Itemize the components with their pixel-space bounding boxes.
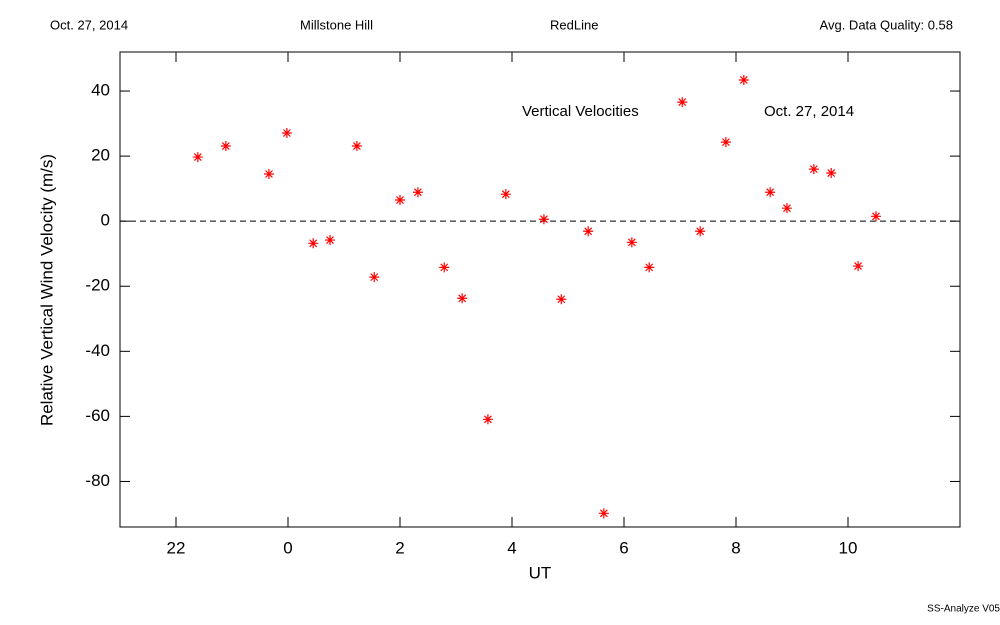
y-tick-label: -20	[85, 276, 110, 295]
x-axis-label: UT	[529, 563, 552, 582]
point	[598, 508, 609, 519]
point	[369, 272, 380, 283]
point	[695, 226, 706, 237]
x-tick-label: 6	[619, 538, 628, 557]
x-tick-label: 2	[395, 538, 404, 557]
point	[192, 152, 203, 163]
x-tick-label: 10	[839, 538, 858, 557]
header-quality: Avg. Data Quality: 0.58	[820, 17, 953, 32]
point	[457, 293, 468, 304]
footer: SS-Analyze V05	[927, 604, 1000, 615]
y-tick-label: 40	[91, 81, 110, 100]
point	[826, 168, 837, 179]
point	[677, 97, 688, 108]
point	[644, 262, 655, 273]
annotation: Vertical Velocities	[522, 103, 639, 120]
point	[439, 262, 450, 273]
point	[853, 261, 864, 272]
point	[538, 214, 549, 225]
point	[412, 187, 423, 198]
y-tick-label: 0	[101, 211, 110, 230]
y-tick-label: -80	[85, 471, 110, 490]
point	[281, 128, 292, 139]
point	[808, 164, 819, 175]
header-line: RedLine	[550, 17, 598, 32]
point	[871, 211, 881, 222]
y-axis-label: Relative Vertical Wind Velocity (m/s)	[37, 154, 56, 426]
point	[500, 189, 511, 200]
y-tick-label: 20	[91, 146, 110, 165]
point	[263, 169, 274, 180]
point	[308, 238, 319, 249]
point	[556, 294, 567, 305]
point	[583, 226, 594, 237]
point	[482, 414, 493, 425]
point	[220, 141, 231, 152]
x-tick-label: 0	[283, 538, 292, 557]
header-site: Millstone Hill	[300, 17, 373, 32]
x-tick-label: 4	[507, 538, 516, 557]
y-tick-label: -40	[85, 341, 110, 360]
x-tick-label: 22	[167, 538, 186, 557]
point	[351, 141, 362, 152]
y-tick-label: -60	[85, 406, 110, 425]
point	[626, 237, 637, 248]
point	[765, 187, 776, 198]
point	[720, 137, 731, 148]
plot-frame	[119, 51, 961, 528]
point	[395, 195, 405, 206]
header-date: Oct. 27, 2014	[50, 17, 128, 32]
annotation: Oct. 27, 2014	[764, 103, 854, 120]
point	[781, 203, 792, 214]
point	[325, 235, 335, 246]
x-tick-label: 8	[731, 538, 740, 557]
point	[738, 74, 749, 85]
